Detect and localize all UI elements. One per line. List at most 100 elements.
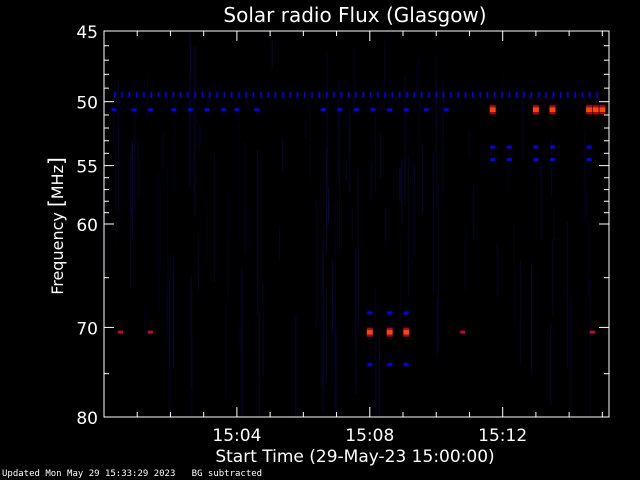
noise-streak <box>584 131 586 222</box>
feature-halo <box>549 112 556 115</box>
feature-dot <box>377 91 379 98</box>
noise-streak <box>328 200 329 224</box>
feature-dot <box>143 91 145 98</box>
noise-streak <box>162 132 164 169</box>
noise-streak <box>173 254 175 369</box>
feature-mark <box>387 363 393 367</box>
feature-mark <box>187 108 193 112</box>
noise-streak <box>469 129 471 155</box>
feature-dot <box>413 91 416 98</box>
feature-dot <box>304 91 306 98</box>
noise-streak <box>159 184 161 272</box>
noise-streak <box>332 259 334 334</box>
y-tick-label: 60 <box>76 216 98 236</box>
feature-dot <box>369 91 372 98</box>
feature-mark <box>403 108 409 112</box>
heatmap-features <box>111 91 606 367</box>
noise-streak <box>355 248 357 394</box>
noise-streak <box>134 110 136 210</box>
noise-streak <box>334 300 336 415</box>
noise-streak <box>169 256 171 413</box>
feature-dot <box>230 91 233 98</box>
feature-dot <box>479 91 481 98</box>
noise-streak <box>168 275 170 417</box>
x-axis-label: Start Time (29-May-23 15:00:00) <box>215 447 494 467</box>
noise-streak <box>550 323 552 405</box>
feature-dot <box>472 91 474 98</box>
noise-streak <box>244 211 246 253</box>
noise-streak <box>472 183 474 240</box>
feature-dot <box>128 91 131 98</box>
feature-mark <box>599 107 606 113</box>
noise-streak <box>521 86 523 162</box>
feature-mark <box>148 330 153 334</box>
noise-streak <box>348 108 350 193</box>
noise-streak <box>335 329 337 417</box>
feature-mark <box>489 107 496 113</box>
feature-mark <box>403 363 409 367</box>
feature-mark <box>320 108 326 112</box>
feature-dot <box>340 91 343 98</box>
noise-streak <box>531 262 532 375</box>
feature-mark <box>337 108 343 112</box>
feature-dot <box>384 91 386 98</box>
feature-mark <box>221 108 227 112</box>
noise-streak <box>551 137 552 198</box>
feature-mark <box>460 330 466 334</box>
feature-mark <box>171 108 177 112</box>
x-axis: 15:04 15:08 15:12 <box>136 31 603 446</box>
feature-dot <box>114 91 116 98</box>
noise-streak <box>198 234 200 292</box>
noise-streak <box>337 79 339 177</box>
noise-streak <box>118 78 120 212</box>
feature-mark <box>532 107 539 113</box>
noise-streak <box>129 158 131 288</box>
x-tick-label: 15:04 <box>212 426 261 446</box>
feature-mark <box>370 108 376 112</box>
feature-mark <box>403 311 409 315</box>
noise-streak <box>271 39 273 70</box>
feature-dot <box>238 91 240 98</box>
feature-dot <box>362 91 364 98</box>
feature-mark <box>506 145 512 149</box>
noise-streak <box>587 219 589 293</box>
noise-streak <box>106 181 108 275</box>
noise-streak <box>345 159 347 181</box>
noise-streak <box>194 46 196 217</box>
feature-mark <box>131 108 137 112</box>
feature-mark <box>403 329 410 335</box>
y-axis-label: Frequency [MHz] <box>44 157 68 295</box>
feature-halo <box>386 334 393 337</box>
noise-streak <box>338 108 340 254</box>
feature-dot <box>179 91 182 98</box>
feature-mark <box>490 145 496 149</box>
feature-mark <box>533 158 539 161</box>
feature-halo <box>599 112 606 115</box>
feature-dot <box>209 91 211 98</box>
feature-halo <box>403 334 410 337</box>
feature-dot <box>486 91 489 98</box>
feature-dot <box>457 91 459 98</box>
x-tick-label: 15:12 <box>478 426 527 446</box>
feature-dot <box>252 91 255 98</box>
feature-mark <box>387 108 393 112</box>
feature-dot <box>574 91 576 98</box>
noise-streak <box>326 54 328 230</box>
feature-dot <box>121 91 123 98</box>
noise-streak <box>436 78 438 207</box>
feature-mark <box>550 158 555 161</box>
feature-dot <box>421 91 423 98</box>
noise-streak <box>146 75 148 119</box>
noise-streak <box>435 54 437 155</box>
feature-dot <box>216 91 218 98</box>
feature-mark <box>586 107 593 113</box>
chart-title: Solar radio Flux (Glasgow) <box>223 3 486 27</box>
noise-streak <box>213 152 215 283</box>
feature-dot <box>194 91 196 98</box>
noise-streak <box>241 267 243 417</box>
heatmap-background <box>104 31 609 417</box>
noise-streak <box>334 201 336 366</box>
feature-halo <box>403 327 410 330</box>
feature-mark <box>549 107 556 113</box>
y-label-open-bracket: [ <box>44 199 68 207</box>
